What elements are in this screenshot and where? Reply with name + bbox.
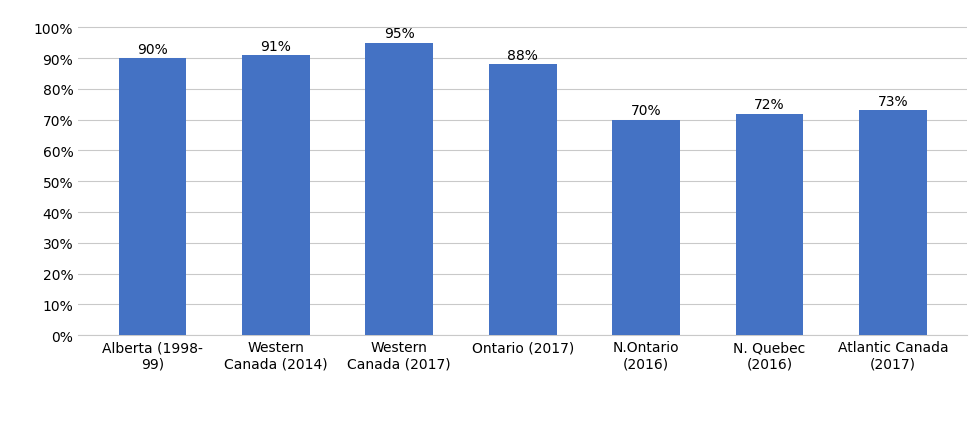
Text: 72%: 72%: [754, 98, 785, 112]
Text: 90%: 90%: [137, 43, 168, 56]
Bar: [736, 114, 803, 335]
Bar: [118, 59, 187, 335]
Bar: [365, 43, 433, 335]
Text: 70%: 70%: [631, 104, 661, 118]
Text: 73%: 73%: [877, 95, 909, 109]
Bar: [859, 111, 927, 335]
Text: 95%: 95%: [384, 27, 414, 41]
Bar: [613, 120, 680, 335]
Bar: [242, 56, 310, 335]
Text: 88%: 88%: [507, 49, 538, 63]
Bar: [488, 65, 557, 335]
Text: 91%: 91%: [261, 40, 291, 53]
